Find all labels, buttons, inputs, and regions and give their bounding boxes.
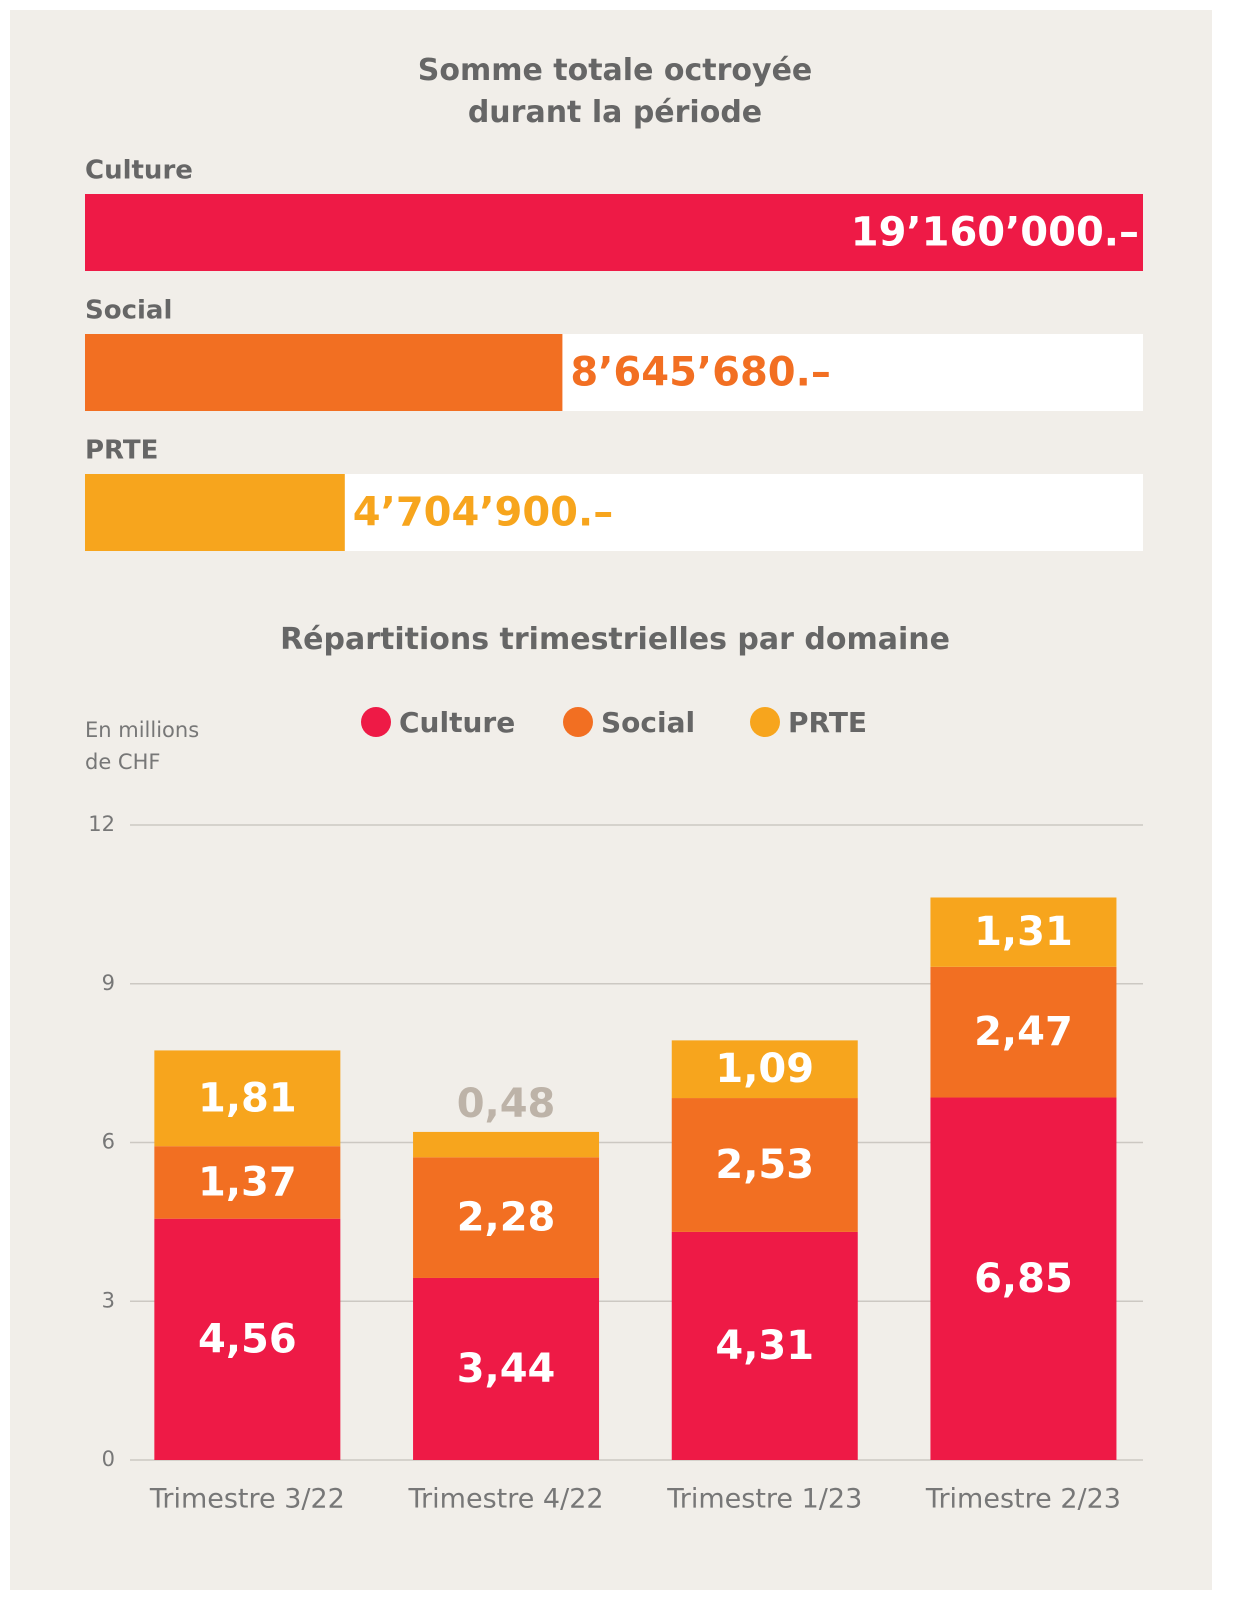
category-label: Social [85,296,172,326]
legend-label: Culture [399,706,515,739]
bar-segment [671,1231,858,1460]
value-label: 2,28 [457,1195,556,1241]
y-axis-label: En millions de CHF [85,718,200,774]
y-tick-label: 9 [102,971,115,995]
legend-marker [750,707,780,737]
bar-segment [413,1131,600,1158]
value-label: 2,53 [715,1142,814,1188]
x-tick-label: Trimestre 2/23 [925,1484,1121,1515]
value-label: 1,09 [715,1046,814,1092]
value-label: 4’704’900.– [353,490,613,536]
chart-title: Somme totale octroyée durant la période [417,53,813,130]
x-tick-label: Trimestre 4/22 [408,1484,604,1515]
value-label: 0,48 [457,1081,556,1127]
bar-segment [671,1040,858,1099]
value-label: 4,56 [198,1316,297,1362]
category-label: PRTE [85,436,158,466]
x-tick-label: Trimestre 1/23 [666,1484,862,1515]
legend-marker [361,707,391,737]
bar-segment [154,1218,341,1460]
value-label: 2,47 [974,1009,1073,1055]
bar-segment [671,1098,858,1232]
y-tick-label: 3 [102,1288,115,1312]
bar [85,474,345,551]
bar [85,334,563,411]
bar-segment [413,1157,600,1278]
value-label: 4,31 [715,1323,814,1369]
value-label: 3,44 [457,1346,556,1392]
chart-title: Répartitions trimestrielles par domaine [280,622,950,657]
legend-label: Social [601,706,695,739]
legend-label: PRTE [788,706,867,739]
y-tick-label: 0 [102,1447,115,1471]
value-label: 19’160’000.– [851,210,1139,256]
y-tick-label: 12 [88,812,115,836]
legend-marker [563,707,593,737]
bar [85,194,1143,271]
bar-segment [930,897,1117,967]
x-tick-label: Trimestre 3/22 [149,1484,345,1515]
y-tick-label: 6 [102,1130,115,1154]
value-label: 1,81 [198,1075,297,1121]
bar-segment [154,1146,341,1219]
value-label: 1,31 [974,909,1073,955]
bar-segment [930,966,1117,1098]
bar-segment [930,1097,1117,1460]
value-label: 1,37 [198,1159,297,1205]
value-label: 8’645’680.– [570,350,830,396]
bar-segment [413,1277,600,1460]
value-label: 6,85 [974,1256,1073,1302]
bar-segment [154,1050,341,1147]
category-label: Culture [85,156,193,186]
